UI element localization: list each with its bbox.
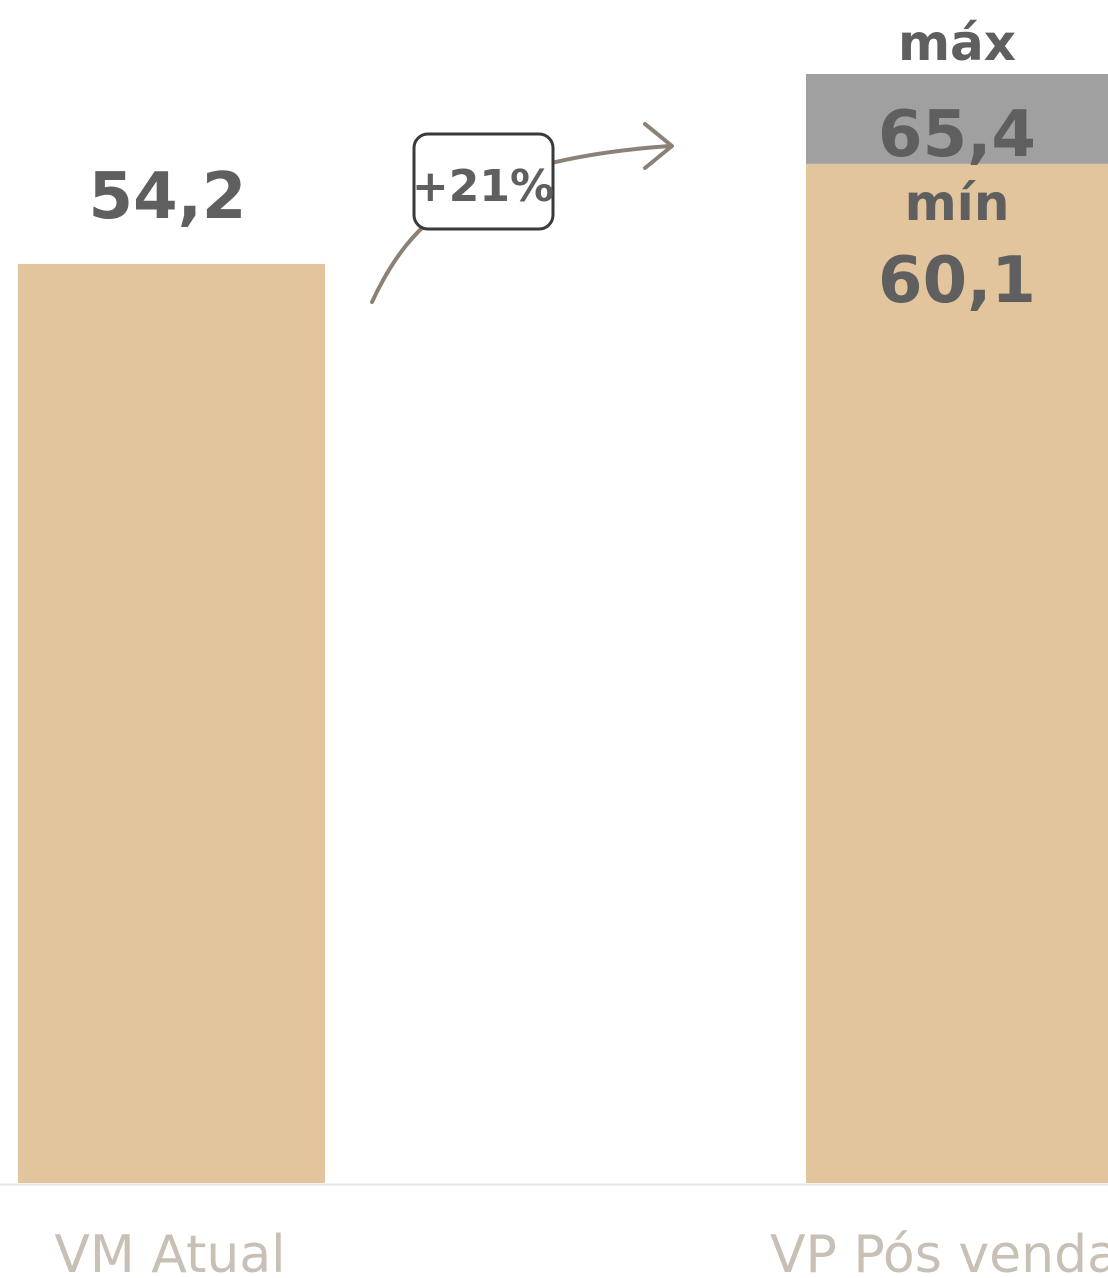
tick-label-vm-atual: VM Atual: [54, 1225, 285, 1278]
tick-label-vp-pos-vendas: VP Pós vendas: [770, 1225, 1108, 1278]
bar-vp-pos-vendas-range: [806, 74, 1108, 164]
data-label-min-word: mín: [905, 174, 1010, 232]
data-label-min-value: 60,1: [878, 244, 1036, 318]
bar-vp-pos-vendas-min: [806, 163, 1108, 1183]
data-label-max-value: 65,4: [878, 98, 1036, 172]
bar-vm-atual: [18, 263, 325, 1183]
data-label-vm-atual: 54,2: [89, 160, 247, 234]
growth-annotation-box: [412, 132, 555, 231]
arrow-head-icon: [643, 122, 674, 170]
growth-annotation-label: +21%: [412, 161, 554, 212]
data-label-max-word: máx: [898, 14, 1016, 72]
